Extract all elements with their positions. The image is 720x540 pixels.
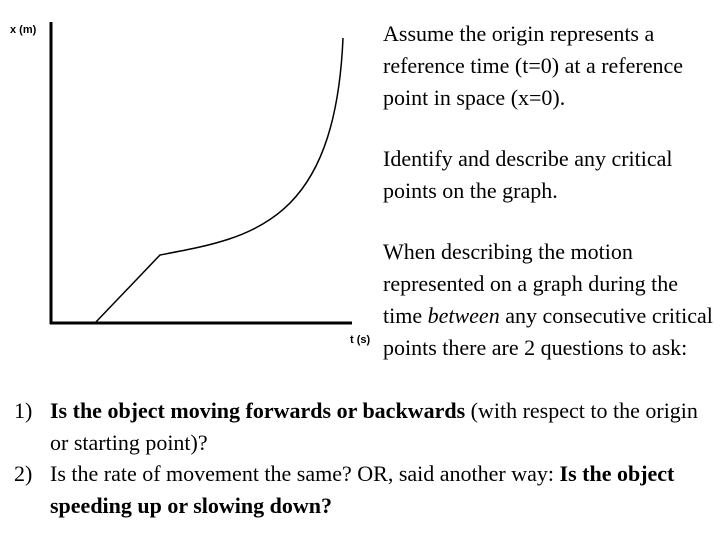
text: any consecutive critical points there ar… bbox=[383, 303, 713, 360]
position-curve bbox=[94, 37, 344, 324]
text: Is the rate of movement the same? OR, sa… bbox=[50, 461, 560, 486]
bold-text: Is the object speeding up or slowing dow… bbox=[50, 461, 675, 518]
question: 1) Is the object moving forwards or back… bbox=[14, 395, 714, 458]
question-number: 2) bbox=[14, 461, 33, 486]
y-axis-label: x (m) bbox=[10, 24, 37, 36]
question-number: 1) bbox=[14, 398, 33, 423]
paragraph: When describing the motion represented o… bbox=[383, 236, 715, 364]
text: Assume the origin represents a reference… bbox=[383, 21, 684, 110]
question-list: 1) Is the object moving forwards or back… bbox=[14, 395, 714, 521]
question-text: Is the object moving forwards or backwar… bbox=[50, 395, 714, 458]
bold-text: Is the object moving forwards or backwar… bbox=[50, 398, 466, 423]
paragraph: Identify and describe any critical point… bbox=[383, 143, 715, 207]
text: Identify and describe any critical point… bbox=[383, 146, 673, 203]
x-axis-label: t (s) bbox=[350, 334, 371, 346]
paragraph: Assume the origin represents a reference… bbox=[383, 18, 715, 114]
emphasis: between bbox=[427, 303, 500, 328]
text: (with respect to the origin or starting … bbox=[50, 398, 698, 455]
question-text: Is the rate of movement the same? OR, sa… bbox=[50, 458, 714, 521]
question: 2) Is the rate of movement the same? OR,… bbox=[14, 458, 714, 521]
text-column: Assume the origin represents a reference… bbox=[383, 18, 715, 393]
text: When describing the motion represented o… bbox=[383, 239, 679, 328]
